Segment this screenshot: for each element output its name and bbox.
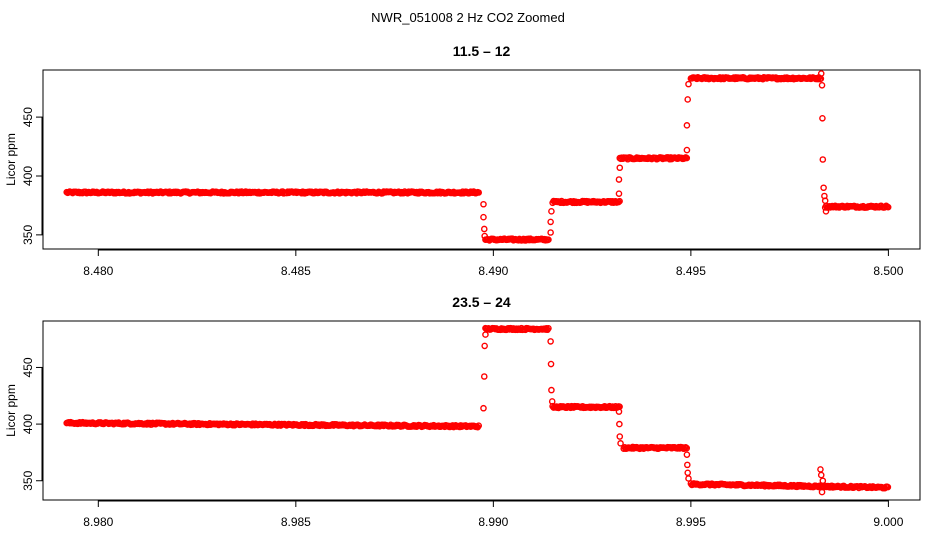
x-tick-label: 8.980 (83, 515, 113, 529)
transition-point (481, 232, 488, 240)
transition-point (818, 82, 826, 89)
transition-point (480, 213, 487, 221)
transition-point (548, 398, 556, 405)
transition-point (683, 122, 691, 129)
plateau-2-point (545, 325, 552, 332)
panel-title: 23.5 – 24 (452, 294, 511, 310)
x-tick-label: 8.990 (478, 515, 508, 529)
transition-point (480, 200, 487, 208)
y-tick-label: 350 (21, 225, 35, 245)
transition-point (481, 342, 488, 350)
transition-point (480, 404, 487, 412)
transition-point (547, 338, 554, 345)
transition-point (685, 80, 692, 88)
transition-point (684, 461, 691, 469)
y-axis: 350 400 450 (21, 107, 43, 245)
transition-point (819, 114, 826, 122)
transition-point (819, 477, 827, 485)
transition-point (817, 471, 825, 479)
y-tick-label: 400 (21, 414, 35, 434)
x-tick-label: 8.495 (676, 264, 706, 278)
transition-point (547, 218, 554, 226)
y-axis: 350 400 450 (21, 357, 43, 491)
plot-frame (42, 69, 921, 250)
plot-frame (42, 320, 921, 501)
transition-point (817, 70, 825, 77)
x-axis: 8.480 8.485 8.490 8.495 8.500 (83, 249, 904, 278)
transition-point (616, 433, 624, 440)
transition-point (616, 420, 623, 428)
plateau-6-point (884, 203, 892, 211)
plateau-1-point (475, 422, 483, 429)
figure-title: NWR_051008 2 Hz CO2 Zoomed (371, 10, 565, 25)
transition-point (821, 197, 829, 205)
transition-point (480, 225, 488, 233)
transition-point (616, 164, 624, 172)
transition-point (548, 386, 555, 394)
x-tick-label: 8.985 (281, 515, 311, 529)
chart-panel-2: 23.5 – 24 8.980 8.985 8.990 8.995 9.000 350 400… (4, 294, 921, 529)
transition-point (822, 208, 830, 215)
x-axis: 8.980 8.985 8.990 8.995 9.000 (83, 500, 904, 529)
transition-point (615, 176, 623, 183)
y-tick-label: 350 (21, 470, 35, 490)
transition-point (819, 156, 827, 163)
x-tick-label: 8.490 (478, 264, 508, 278)
transition-point (615, 408, 623, 415)
y-axis-label: Licor ppm (4, 384, 18, 437)
plateau-5-point (884, 483, 892, 491)
transition-point (684, 96, 692, 103)
y-tick-label: 450 (21, 357, 35, 377)
transition-point (683, 146, 691, 154)
transition-point (548, 208, 555, 215)
data-series (63, 70, 892, 244)
transition-point (684, 469, 692, 477)
x-tick-label: 9.000 (873, 515, 903, 529)
chart-panel-1: 11.5 – 12 8.480 8.485 8.490 8.495 8.500 350 400… (4, 43, 921, 278)
y-axis-label: Licor ppm (4, 133, 18, 186)
x-tick-label: 8.480 (83, 264, 113, 278)
transition-point (480, 373, 488, 380)
transition-point (547, 229, 554, 236)
x-tick-label: 8.500 (873, 264, 903, 278)
panel-title: 11.5 – 12 (453, 43, 511, 59)
plateau-4-point (683, 444, 691, 452)
data-series (63, 324, 892, 496)
plateau-3-point (616, 197, 623, 205)
plateau-2-point (545, 236, 552, 243)
plateau-4-point (683, 154, 691, 162)
transition-point (683, 451, 691, 458)
transition-point (482, 331, 489, 338)
plateau-1-point (475, 189, 483, 196)
transition-point (617, 440, 624, 447)
transition-point (547, 360, 555, 368)
y-tick-label: 450 (21, 107, 35, 127)
transition-point (685, 475, 692, 482)
plateau-3-point (615, 198, 622, 206)
y-tick-label: 400 (21, 166, 35, 186)
transition-point (818, 488, 826, 496)
transition-point (820, 184, 827, 192)
x-tick-label: 8.485 (281, 264, 311, 278)
transition-point (817, 466, 824, 473)
x-tick-label: 8.995 (676, 515, 706, 529)
transition-point (615, 190, 623, 197)
